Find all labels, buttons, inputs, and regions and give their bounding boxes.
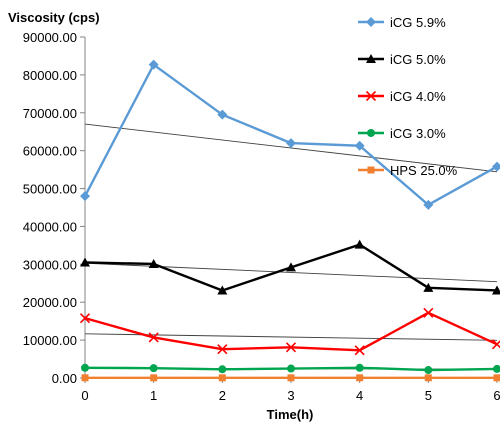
data-point xyxy=(492,162,500,172)
data-point xyxy=(80,191,90,201)
series-4 xyxy=(82,374,500,381)
data-point xyxy=(493,340,500,349)
data-point xyxy=(425,374,432,381)
x-tick-label: 4 xyxy=(356,388,363,403)
series-3 xyxy=(81,364,500,374)
legend-label: iCG 4.0% xyxy=(390,89,446,104)
legend-item: iCG 5.9% xyxy=(358,15,446,30)
x-tick-label: 5 xyxy=(425,388,432,403)
y-tick-label: 10000.00 xyxy=(23,333,77,348)
data-point xyxy=(82,374,89,381)
y-tick-label: 50000.00 xyxy=(23,182,77,197)
legend-label: iCG 5.9% xyxy=(390,15,446,30)
y-tick-label: 0.00 xyxy=(52,371,77,386)
legend-label: iCG 3.0% xyxy=(390,126,446,141)
series-group xyxy=(80,60,500,382)
y-tick-label: 80000.00 xyxy=(23,68,77,83)
data-point xyxy=(288,374,295,381)
x-axis-title: Time(h) xyxy=(267,407,314,422)
series-2 xyxy=(81,308,500,355)
data-point xyxy=(287,365,295,373)
y-tick-label: 90000.00 xyxy=(23,30,77,45)
data-point xyxy=(493,365,500,373)
data-point xyxy=(150,364,158,372)
data-point xyxy=(356,374,363,381)
y-tick-label: 30000.00 xyxy=(23,257,77,272)
data-point xyxy=(81,364,89,372)
legend-item: HPS 25.0% xyxy=(358,163,458,178)
data-point xyxy=(218,365,226,373)
legend-item: iCG 5.0% xyxy=(358,52,446,67)
x-tick-label: 3 xyxy=(287,388,294,403)
data-point xyxy=(150,374,157,381)
x-tick-label: 6 xyxy=(493,388,500,403)
series-1 xyxy=(80,240,500,295)
legend-label: iCG 5.0% xyxy=(390,52,446,67)
x-tick-label: 2 xyxy=(219,388,226,403)
x-tick-label: 0 xyxy=(81,388,88,403)
legend: iCG 5.9% iCG 5.0% iCG 4.0% iCG 3.0% HPS 25.0… xyxy=(358,15,458,178)
data-point xyxy=(424,366,432,374)
data-point xyxy=(286,138,296,148)
y-tick-label: 70000.00 xyxy=(23,106,77,121)
data-point xyxy=(219,374,226,381)
y-tick-label: 40000.00 xyxy=(23,219,77,234)
legend-item: iCG 4.0% xyxy=(358,89,446,104)
data-point xyxy=(355,240,365,249)
legend-marker xyxy=(367,129,375,137)
y-tick-label: 60000.00 xyxy=(23,144,77,159)
legend-label: HPS 25.0% xyxy=(390,163,458,178)
series-line xyxy=(85,313,497,351)
y-tick-label: 20000.00 xyxy=(23,295,77,310)
data-point xyxy=(356,364,364,372)
x-tick-label: 1 xyxy=(150,388,157,403)
legend-item: iCG 3.0% xyxy=(358,126,446,141)
y-axis-title: Viscosity (cps) xyxy=(8,10,100,25)
legend-marker xyxy=(366,17,376,27)
data-point xyxy=(494,374,500,381)
legend-marker xyxy=(368,167,375,174)
data-point xyxy=(424,308,433,317)
